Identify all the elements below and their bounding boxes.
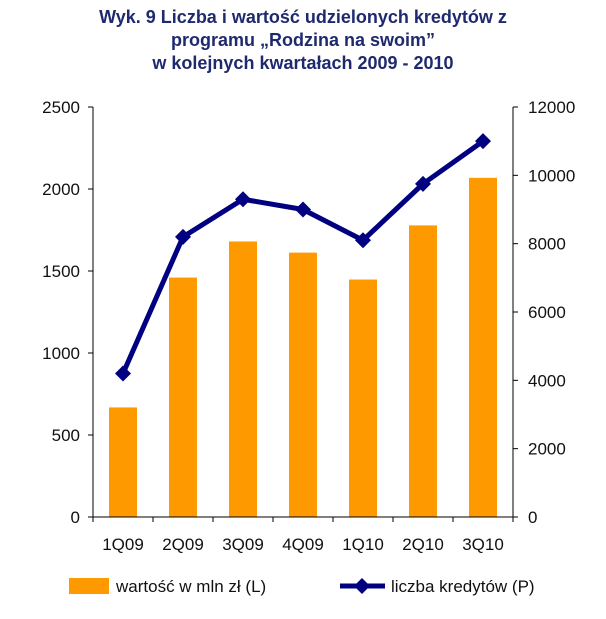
right-tick-label: 10000 [528, 166, 575, 185]
right-tick-label: 2000 [528, 440, 566, 459]
chart-title-line-2: programu „Rodzina na swoim” [170, 30, 436, 50]
legend-swatch-bar [69, 578, 109, 594]
marker-4Q09 [295, 201, 311, 218]
left-tick-label: 1500 [42, 262, 80, 281]
left-tick-label: 0 [71, 508, 80, 527]
marker-1Q09 [115, 365, 131, 382]
legend-label-line: liczba kredytów (P) [391, 577, 535, 596]
left-tick-label: 500 [52, 426, 80, 445]
bar-2Q10 [409, 225, 437, 517]
bar-4Q09 [289, 252, 317, 517]
legend-label-bar: wartość w mln zł (L) [115, 577, 266, 596]
bar-3Q09 [229, 241, 257, 518]
bar-3Q10 [469, 177, 497, 517]
marker-3Q09 [235, 191, 251, 208]
left-tick-label: 2000 [42, 180, 80, 199]
x-tick-label: 2Q09 [162, 535, 204, 554]
right-tick-label: 0 [528, 508, 537, 527]
right-tick-label: 8000 [528, 235, 566, 254]
left-tick-label: 1000 [42, 344, 80, 363]
x-tick-label: 3Q09 [222, 535, 264, 554]
x-tick-label: 1Q09 [102, 535, 144, 554]
chart-title-line-3: w kolejnych kwartałach 2009 - 2010 [152, 53, 454, 73]
bar-1Q10 [349, 279, 377, 517]
right-tick-label: 4000 [528, 371, 566, 390]
marker-1Q10 [355, 232, 371, 249]
bar-1Q09 [109, 407, 137, 517]
x-tick-label: 3Q10 [462, 535, 504, 554]
marker-2Q09 [175, 228, 191, 245]
x-tick-label: 1Q10 [342, 535, 384, 554]
right-tick-label: 6000 [528, 303, 566, 322]
chart-title-line-1: Wyk. 9 Liczba i wartość udzielonych kred… [99, 7, 507, 27]
chart-title: Wyk. 9 Liczba i wartość udzielonych kred… [0, 6, 606, 75]
x-tick-label: 2Q10 [402, 535, 444, 554]
bar-2Q09 [169, 277, 197, 517]
marker-2Q10 [415, 175, 431, 192]
left-tick-label: 2500 [42, 98, 80, 117]
x-tick-label: 4Q09 [282, 535, 324, 554]
legend-swatch-marker [354, 578, 370, 594]
marker-3Q10 [475, 133, 491, 150]
right-tick-label: 12000 [528, 98, 575, 117]
